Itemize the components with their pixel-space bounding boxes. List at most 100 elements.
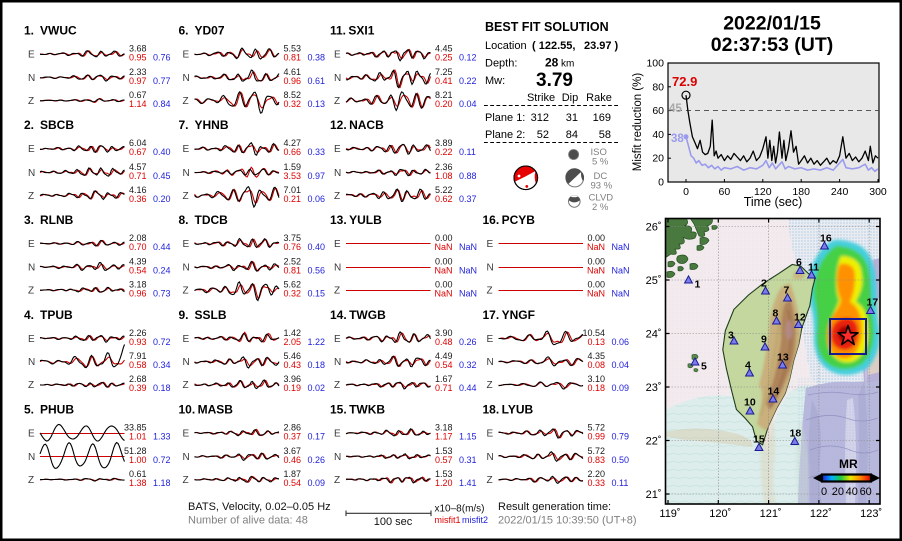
svg-text:2.08: 2.08 [129, 233, 147, 243]
svg-text:1. VWUC: 1. VWUC [24, 24, 77, 38]
svg-text:0.83: 0.83 [587, 455, 605, 465]
svg-text:26˚: 26˚ [646, 222, 662, 234]
svg-text:2022/01/15 10:39:50 (UT+8): 2022/01/15 10:39:50 (UT+8) [498, 515, 637, 527]
svg-text:N: N [487, 452, 494, 463]
svg-text:N: N [28, 263, 35, 274]
svg-text:0.39: 0.39 [129, 383, 147, 393]
svg-text:0.57: 0.57 [435, 455, 453, 465]
svg-text:2.26: 2.26 [129, 328, 147, 338]
svg-text:0.21: 0.21 [283, 194, 301, 204]
svg-text:E: E [28, 334, 35, 345]
svg-text:0.00: 0.00 [587, 233, 605, 243]
svg-text:60: 60 [719, 186, 731, 198]
svg-text:2.86: 2.86 [283, 423, 301, 433]
svg-text:23˚: 23˚ [646, 382, 662, 394]
svg-text:0.96: 0.96 [129, 289, 147, 299]
svg-text:11. SXI1: 11. SXI1 [330, 24, 375, 38]
svg-text:0.06: 0.06 [308, 194, 326, 204]
svg-text:4.35: 4.35 [587, 351, 605, 361]
svg-text:Z: Z [183, 96, 189, 107]
svg-text:3.67: 3.67 [283, 446, 301, 456]
svg-text:Plane 2:: Plane 2: [485, 129, 525, 141]
svg-text:1.38: 1.38 [129, 478, 147, 488]
svg-text:NaN: NaN [612, 266, 630, 276]
svg-text:4: 4 [745, 360, 751, 372]
svg-text:8.52: 8.52 [283, 90, 301, 100]
svg-text:8: 8 [773, 308, 779, 320]
svg-text:18. LYUB: 18. LYUB [483, 403, 534, 417]
svg-text:60: 60 [652, 105, 664, 117]
svg-text:0.97: 0.97 [308, 171, 326, 181]
svg-text:Z: Z [334, 191, 340, 202]
svg-text:8. TDCB: 8. TDCB [179, 213, 229, 227]
svg-text:N: N [183, 452, 190, 463]
svg-text:7: 7 [784, 285, 790, 297]
svg-text:5.72: 5.72 [587, 423, 605, 433]
svg-text:8.21: 8.21 [435, 90, 453, 100]
svg-text:Misfit reduction (%): Misfit reduction (%) [632, 73, 644, 172]
svg-text:ISO: ISO [591, 147, 607, 158]
svg-text:22˚: 22˚ [646, 436, 662, 448]
svg-text:Time (sec): Time (sec) [744, 195, 803, 209]
svg-text:0.31: 0.31 [459, 455, 477, 465]
svg-text:0.02: 0.02 [308, 383, 326, 393]
svg-text:4.49: 4.49 [435, 351, 453, 361]
svg-text:3.18: 3.18 [129, 280, 147, 290]
svg-text:N: N [334, 263, 341, 274]
svg-text:51.28: 51.28 [124, 446, 147, 456]
svg-text:1.33: 1.33 [153, 432, 171, 442]
svg-text:0.00: 0.00 [587, 257, 605, 267]
svg-text:02:37:53 (UT): 02:37:53 (UT) [711, 34, 833, 56]
svg-text:x10–8(m/s): x10–8(m/s) [435, 504, 485, 515]
svg-text:E: E [487, 239, 494, 250]
svg-text:4.27: 4.27 [283, 138, 301, 148]
svg-text:0.20: 0.20 [435, 99, 453, 109]
svg-text:E: E [334, 50, 341, 61]
svg-text:E: E [28, 429, 35, 440]
svg-text:100 sec: 100 sec [374, 516, 413, 528]
svg-text:Result generation time:: Result generation time: [498, 501, 611, 513]
svg-text:0.40: 0.40 [308, 242, 326, 252]
svg-text:Z: Z [28, 475, 34, 486]
svg-text:Z: Z [487, 380, 493, 391]
svg-text:N: N [334, 168, 341, 179]
svg-text:93 %: 93 % [591, 181, 613, 192]
svg-text:0.54: 0.54 [283, 478, 301, 488]
svg-text:N: N [183, 357, 190, 368]
svg-text:3.10: 3.10 [587, 374, 605, 384]
svg-text:3.75: 3.75 [283, 233, 301, 243]
svg-text:0.06: 0.06 [612, 337, 630, 347]
svg-text:0.08: 0.08 [587, 360, 605, 370]
svg-text:Rake: Rake [586, 92, 612, 104]
svg-text:0.22: 0.22 [459, 76, 477, 86]
svg-text:0.26: 0.26 [308, 455, 326, 465]
svg-text:N: N [28, 73, 35, 84]
svg-text:Z: Z [183, 475, 189, 486]
svg-text:123˚: 123˚ [860, 508, 882, 520]
svg-text:80: 80 [652, 81, 664, 93]
svg-text:0.67: 0.67 [129, 90, 147, 100]
svg-text:122˚: 122˚ [810, 508, 832, 520]
svg-text:0.76: 0.76 [283, 242, 301, 252]
svg-text:1.15: 1.15 [459, 432, 477, 442]
svg-text:9: 9 [761, 334, 767, 346]
svg-text:33.85: 33.85 [124, 423, 147, 433]
svg-text:15. TWKB: 15. TWKB [330, 403, 385, 417]
svg-text:N: N [487, 263, 494, 274]
svg-text:1.87: 1.87 [283, 469, 301, 479]
svg-text:0.48: 0.48 [435, 337, 453, 347]
svg-text:0.93: 0.93 [129, 337, 147, 347]
svg-text:0.54: 0.54 [435, 360, 453, 370]
svg-text:5.62: 5.62 [283, 280, 301, 290]
svg-text:0.37: 0.37 [459, 194, 477, 204]
svg-text:6: 6 [796, 257, 802, 269]
svg-text:7.25: 7.25 [435, 67, 453, 77]
svg-text:1.53: 1.53 [435, 469, 453, 479]
svg-text:0.81: 0.81 [283, 53, 301, 63]
svg-text:0.00: 0.00 [435, 280, 453, 290]
svg-text:0.26: 0.26 [459, 337, 477, 347]
svg-text:N: N [28, 452, 35, 463]
svg-text:100: 100 [646, 58, 664, 70]
svg-text:Strike: Strike [527, 92, 555, 104]
svg-text:0.18: 0.18 [308, 360, 326, 370]
